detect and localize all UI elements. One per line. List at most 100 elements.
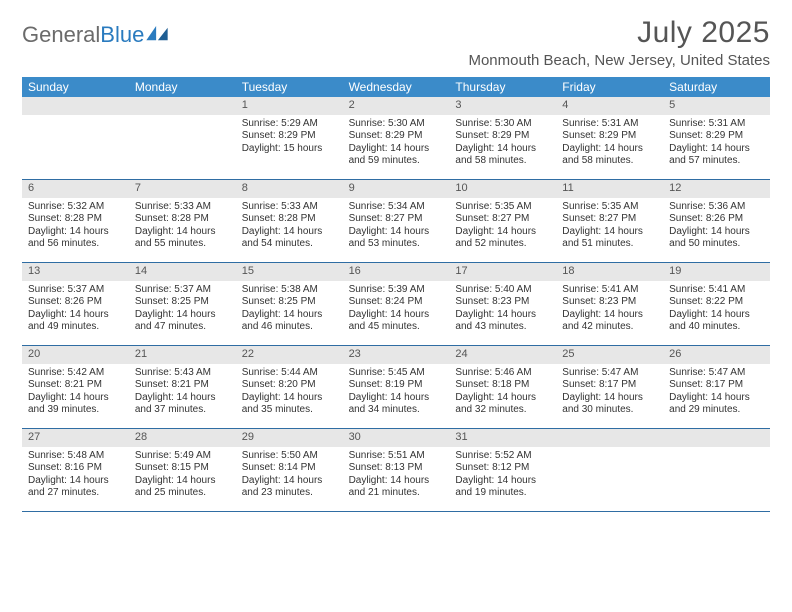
sunrise-text: Sunrise: 5:31 AM (562, 118, 657, 131)
day-cell: 22Sunrise: 5:44 AMSunset: 8:20 PMDayligh… (236, 346, 343, 428)
sunrise-text: Sunrise: 5:50 AM (242, 450, 337, 463)
sunrise-text: Sunrise: 5:38 AM (242, 284, 337, 297)
sunset-text: Sunset: 8:15 PM (135, 462, 230, 475)
day-number: 10 (449, 180, 556, 198)
day-body: Sunrise: 5:41 AMSunset: 8:22 PMDaylight:… (663, 281, 770, 338)
sunrise-text: Sunrise: 5:40 AM (455, 284, 550, 297)
daylight-text: Daylight: 14 hours and 23 minutes. (242, 475, 337, 500)
day-body: Sunrise: 5:38 AMSunset: 8:25 PMDaylight:… (236, 281, 343, 338)
day-number: 28 (129, 429, 236, 447)
daylight-text: Daylight: 14 hours and 46 minutes. (242, 309, 337, 334)
title-location: Monmouth Beach, New Jersey, United State… (468, 52, 770, 69)
day-body (556, 447, 663, 454)
weekday-fri: Friday (556, 77, 663, 97)
day-body: Sunrise: 5:29 AMSunset: 8:29 PMDaylight:… (236, 115, 343, 160)
day-cell: 11Sunrise: 5:35 AMSunset: 8:27 PMDayligh… (556, 180, 663, 262)
day-body: Sunrise: 5:42 AMSunset: 8:21 PMDaylight:… (22, 364, 129, 421)
weekday-thu: Thursday (449, 77, 556, 97)
sunset-text: Sunset: 8:29 PM (242, 130, 337, 143)
sunset-text: Sunset: 8:17 PM (669, 379, 764, 392)
day-body: Sunrise: 5:47 AMSunset: 8:17 PMDaylight:… (663, 364, 770, 421)
day-body: Sunrise: 5:37 AMSunset: 8:25 PMDaylight:… (129, 281, 236, 338)
daylight-text: Daylight: 14 hours and 45 minutes. (349, 309, 444, 334)
sunset-text: Sunset: 8:29 PM (349, 130, 444, 143)
day-cell: 26Sunrise: 5:47 AMSunset: 8:17 PMDayligh… (663, 346, 770, 428)
sunset-text: Sunset: 8:27 PM (455, 213, 550, 226)
daylight-text: Daylight: 14 hours and 52 minutes. (455, 226, 550, 251)
day-number: 18 (556, 263, 663, 281)
day-body: Sunrise: 5:30 AMSunset: 8:29 PMDaylight:… (343, 115, 450, 172)
sunrise-text: Sunrise: 5:42 AM (28, 367, 123, 380)
page-header: GeneralBlue July 2025 Monmouth Beach, Ne… (22, 16, 770, 69)
day-body: Sunrise: 5:40 AMSunset: 8:23 PMDaylight:… (449, 281, 556, 338)
day-body: Sunrise: 5:36 AMSunset: 8:26 PMDaylight:… (663, 198, 770, 255)
brand-logo: GeneralBlue (22, 22, 168, 48)
day-cell (22, 97, 129, 179)
daylight-text: Daylight: 14 hours and 56 minutes. (28, 226, 123, 251)
sunrise-text: Sunrise: 5:48 AM (28, 450, 123, 463)
sunrise-text: Sunrise: 5:41 AM (562, 284, 657, 297)
daylight-text: Daylight: 14 hours and 27 minutes. (28, 475, 123, 500)
sunset-text: Sunset: 8:18 PM (455, 379, 550, 392)
sunrise-text: Sunrise: 5:35 AM (562, 201, 657, 214)
sunset-text: Sunset: 8:27 PM (349, 213, 444, 226)
day-number (663, 429, 770, 447)
day-number: 3 (449, 97, 556, 115)
sunset-text: Sunset: 8:21 PM (135, 379, 230, 392)
day-body: Sunrise: 5:35 AMSunset: 8:27 PMDaylight:… (449, 198, 556, 255)
sunrise-text: Sunrise: 5:49 AM (135, 450, 230, 463)
sunrise-text: Sunrise: 5:37 AM (28, 284, 123, 297)
sunrise-text: Sunrise: 5:37 AM (135, 284, 230, 297)
day-body (129, 115, 236, 122)
sunrise-text: Sunrise: 5:30 AM (455, 118, 550, 131)
day-number: 16 (343, 263, 450, 281)
day-body: Sunrise: 5:33 AMSunset: 8:28 PMDaylight:… (129, 198, 236, 255)
sunrise-text: Sunrise: 5:33 AM (242, 201, 337, 214)
brand-part2: Blue (100, 22, 144, 48)
daylight-text: Daylight: 14 hours and 35 minutes. (242, 392, 337, 417)
daylight-text: Daylight: 14 hours and 39 minutes. (28, 392, 123, 417)
day-cell: 23Sunrise: 5:45 AMSunset: 8:19 PMDayligh… (343, 346, 450, 428)
day-number: 31 (449, 429, 556, 447)
day-cell: 12Sunrise: 5:36 AMSunset: 8:26 PMDayligh… (663, 180, 770, 262)
sunrise-text: Sunrise: 5:39 AM (349, 284, 444, 297)
week-row: 1Sunrise: 5:29 AMSunset: 8:29 PMDaylight… (22, 97, 770, 180)
day-cell: 28Sunrise: 5:49 AMSunset: 8:15 PMDayligh… (129, 429, 236, 511)
day-body: Sunrise: 5:30 AMSunset: 8:29 PMDaylight:… (449, 115, 556, 172)
daylight-text: Daylight: 14 hours and 42 minutes. (562, 309, 657, 334)
daylight-text: Daylight: 14 hours and 34 minutes. (349, 392, 444, 417)
daylight-text: Daylight: 14 hours and 58 minutes. (455, 143, 550, 168)
day-cell: 5Sunrise: 5:31 AMSunset: 8:29 PMDaylight… (663, 97, 770, 179)
day-cell: 24Sunrise: 5:46 AMSunset: 8:18 PMDayligh… (449, 346, 556, 428)
sunrise-text: Sunrise: 5:29 AM (242, 118, 337, 131)
sunrise-text: Sunrise: 5:52 AM (455, 450, 550, 463)
day-body: Sunrise: 5:47 AMSunset: 8:17 PMDaylight:… (556, 364, 663, 421)
day-number: 27 (22, 429, 129, 447)
day-number: 7 (129, 180, 236, 198)
day-body (22, 115, 129, 122)
brand-part1: General (22, 22, 100, 48)
sunset-text: Sunset: 8:17 PM (562, 379, 657, 392)
sunset-text: Sunset: 8:21 PM (28, 379, 123, 392)
sunrise-text: Sunrise: 5:44 AM (242, 367, 337, 380)
day-body: Sunrise: 5:49 AMSunset: 8:15 PMDaylight:… (129, 447, 236, 504)
sunset-text: Sunset: 8:25 PM (135, 296, 230, 309)
sunset-text: Sunset: 8:25 PM (242, 296, 337, 309)
day-body: Sunrise: 5:31 AMSunset: 8:29 PMDaylight:… (556, 115, 663, 172)
day-number: 5 (663, 97, 770, 115)
day-body: Sunrise: 5:39 AMSunset: 8:24 PMDaylight:… (343, 281, 450, 338)
day-body: Sunrise: 5:48 AMSunset: 8:16 PMDaylight:… (22, 447, 129, 504)
day-number: 1 (236, 97, 343, 115)
day-number: 21 (129, 346, 236, 364)
day-number: 15 (236, 263, 343, 281)
sunset-text: Sunset: 8:29 PM (562, 130, 657, 143)
day-number: 24 (449, 346, 556, 364)
sunrise-text: Sunrise: 5:45 AM (349, 367, 444, 380)
day-body: Sunrise: 5:43 AMSunset: 8:21 PMDaylight:… (129, 364, 236, 421)
day-cell: 17Sunrise: 5:40 AMSunset: 8:23 PMDayligh… (449, 263, 556, 345)
daylight-text: Daylight: 14 hours and 50 minutes. (669, 226, 764, 251)
sunrise-text: Sunrise: 5:32 AM (28, 201, 123, 214)
week-row: 6Sunrise: 5:32 AMSunset: 8:28 PMDaylight… (22, 180, 770, 263)
sunrise-text: Sunrise: 5:47 AM (669, 367, 764, 380)
sunrise-text: Sunrise: 5:51 AM (349, 450, 444, 463)
